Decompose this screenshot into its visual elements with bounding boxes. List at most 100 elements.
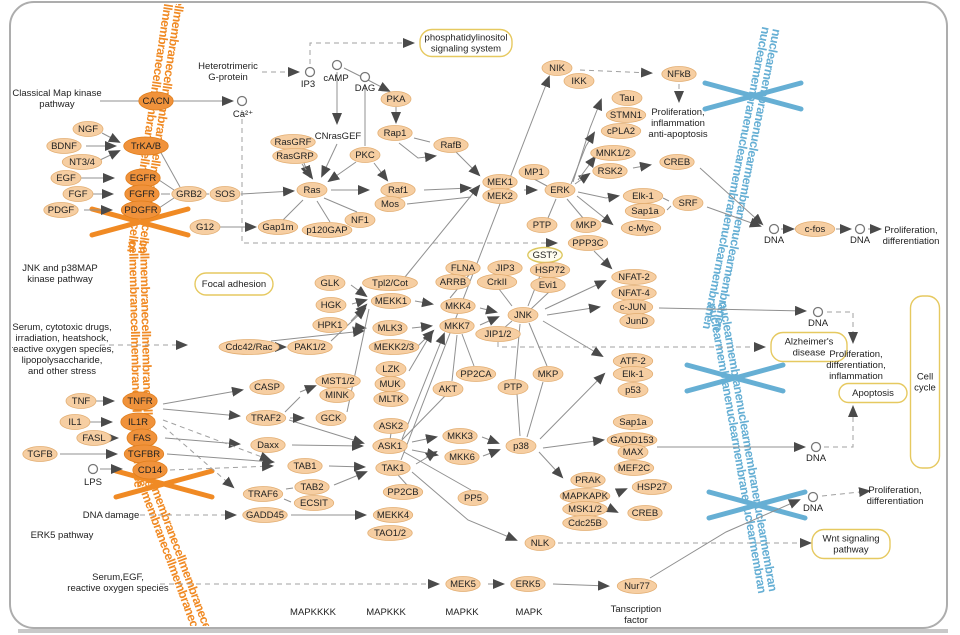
node-egf[interactable]: EGF xyxy=(50,170,82,186)
node-pp2ca[interactable]: PP2CA xyxy=(455,366,497,382)
node-fasl[interactable]: FASL xyxy=(76,430,112,446)
node-nur77[interactable]: Nur77 xyxy=(616,578,658,594)
node-c-jun[interactable]: c-JUN xyxy=(612,299,654,315)
node-mekk1[interactable]: MEKK1 xyxy=(370,293,412,309)
node-pkc[interactable]: PKC xyxy=(349,147,381,163)
node-p120gap[interactable]: p120GAP xyxy=(301,222,353,238)
node-nfat-4[interactable]: NFAT-4 xyxy=(611,285,657,301)
node-traf6[interactable]: TRAF6 xyxy=(242,486,284,502)
node-rafb[interactable]: RafB xyxy=(433,137,469,153)
node-jnk[interactable]: JNK xyxy=(507,307,539,323)
node-mink[interactable]: MINK xyxy=(319,387,355,403)
node-il1r[interactable]: IL1R xyxy=(120,412,156,432)
node-bdnf[interactable]: BDNF xyxy=(46,138,82,154)
node-elk-1[interactable]: Elk-1 xyxy=(612,366,654,382)
node-mekk4[interactable]: MEKK4 xyxy=(372,507,414,523)
node-mekk2-3[interactable]: MEKK2/3 xyxy=(368,339,420,355)
node-gck[interactable]: GCK xyxy=(315,410,347,426)
node-hgk[interactable]: HGK xyxy=(315,297,347,313)
node-pdgf[interactable]: PDGF xyxy=(43,202,79,218)
node-mkk6[interactable]: MKK6 xyxy=(444,449,480,465)
node-mek2[interactable]: MEK2 xyxy=(482,188,518,204)
node-cdc25b[interactable]: Cdc25B xyxy=(562,515,608,531)
node-ikk[interactable]: IKK xyxy=(563,73,595,89)
node-pak1-2[interactable]: PAK1/2 xyxy=(287,339,333,355)
node-muk[interactable]: MUK xyxy=(374,376,406,392)
node-gst-[interactable]: GST? xyxy=(527,246,563,264)
node-ptp[interactable]: PTP xyxy=(497,379,529,395)
node-sap1a[interactable]: Sap1a xyxy=(624,203,666,219)
node-glk[interactable]: GLK xyxy=(314,275,346,291)
node-mkk4[interactable]: MKK4 xyxy=(440,298,476,314)
node-ecsit[interactable]: ECSIT xyxy=(293,495,335,511)
node-raf1[interactable]: Raf1 xyxy=(380,182,416,198)
node-lzk[interactable]: LZK xyxy=(375,361,407,377)
node-mek1[interactable]: MEK1 xyxy=(482,174,518,190)
node-ngf[interactable]: NGF xyxy=(72,121,104,137)
node-trka-b[interactable]: TrKA/B xyxy=(123,136,169,156)
node-ptp[interactable]: PTP xyxy=(526,217,558,233)
node-tgfb[interactable]: TGFB xyxy=(22,446,58,462)
node-sap1a[interactable]: Sap1a xyxy=(612,414,654,430)
node-gadd45[interactable]: GADD45 xyxy=(242,507,288,523)
node-evi1[interactable]: Evi1 xyxy=(530,277,566,293)
node-gap1m[interactable]: Gap1m xyxy=(257,219,299,235)
node-fgfr[interactable]: FGFR xyxy=(124,184,160,204)
node-rsk2[interactable]: RSK2 xyxy=(592,163,628,179)
node-nlk[interactable]: NLK xyxy=(524,535,556,551)
node-hsp72[interactable]: HSP72 xyxy=(529,262,571,278)
node-grb2[interactable]: GRB2 xyxy=(171,186,207,202)
node-erk5[interactable]: ERK5 xyxy=(510,576,546,592)
node-jip3[interactable]: JIP3 xyxy=(487,260,523,276)
node-nf1[interactable]: NF1 xyxy=(344,212,376,228)
node-ppp3c[interactable]: PPP3C xyxy=(567,235,609,251)
node-c-fos[interactable]: c-fos xyxy=(794,221,836,237)
node-akt[interactable]: AKT xyxy=(432,381,464,397)
node-tgfbr[interactable]: TGFBR xyxy=(123,444,165,464)
process-box[interactable]: Apoptosis xyxy=(838,382,908,404)
node-fgf[interactable]: FGF xyxy=(62,186,94,202)
node-fas[interactable]: FAS xyxy=(126,428,158,448)
process-box[interactable]: Focal adhesion xyxy=(194,272,274,296)
node-nt3-4[interactable]: NT3/4 xyxy=(61,154,103,170)
node-prak[interactable]: PRAK xyxy=(570,472,606,488)
node-mnk1-2[interactable]: MNK1/2 xyxy=(590,145,636,161)
node-tao1-2[interactable]: TAO1/2 xyxy=(367,525,413,541)
node-srf[interactable]: SRF xyxy=(672,195,704,211)
node-cd14[interactable]: CD14 xyxy=(132,460,168,480)
node-nfkb[interactable]: NFkB xyxy=(661,66,697,82)
node-hpk1[interactable]: HPK1 xyxy=(312,317,348,333)
node-tnf[interactable]: TNF xyxy=(65,393,97,409)
node-arrb[interactable]: ARRB xyxy=(435,274,471,290)
node-hsp27[interactable]: HSP27 xyxy=(631,479,673,495)
node-tab2[interactable]: TAB2 xyxy=(294,479,330,495)
node-sos[interactable]: SOS xyxy=(209,186,241,202)
node-g12[interactable]: G12 xyxy=(189,219,221,235)
node-mst1-2[interactable]: MST1/2 xyxy=(315,373,361,389)
node-il1[interactable]: IL1 xyxy=(59,414,91,430)
node-ask1[interactable]: ASK1 xyxy=(372,438,408,454)
node-mltk[interactable]: MLTK xyxy=(373,391,409,407)
node-p53[interactable]: p53 xyxy=(617,382,649,398)
node-tau[interactable]: Tau xyxy=(611,90,643,106)
node-jund[interactable]: JunD xyxy=(619,313,655,329)
node-cdc42-rac[interactable]: Cdc42/Rac xyxy=(218,339,280,355)
node-p38[interactable]: p38 xyxy=(505,438,537,454)
node-stmn1[interactable]: STMN1 xyxy=(605,107,647,123)
node-tak1[interactable]: TAK1 xyxy=(375,460,411,476)
node-traf2[interactable]: TRAF2 xyxy=(245,410,287,426)
node-jip1-2[interactable]: JIP1/2 xyxy=(475,326,521,342)
node-msk1-2[interactable]: MSK1/2 xyxy=(562,501,608,517)
node-pdgfr[interactable]: PDGFR xyxy=(120,200,162,220)
node-flna[interactable]: FLNA xyxy=(445,260,481,276)
node-casp[interactable]: CASP xyxy=(249,379,285,395)
node-c-myc[interactable]: c-Myc xyxy=(620,220,662,236)
node-creb[interactable]: CREB xyxy=(627,505,663,521)
node-mkp[interactable]: MKP xyxy=(570,217,602,233)
node-tab1[interactable]: TAB1 xyxy=(287,458,323,474)
node-mef2c[interactable]: MEF2C xyxy=(613,460,655,476)
node-ras[interactable]: Ras xyxy=(296,182,328,198)
